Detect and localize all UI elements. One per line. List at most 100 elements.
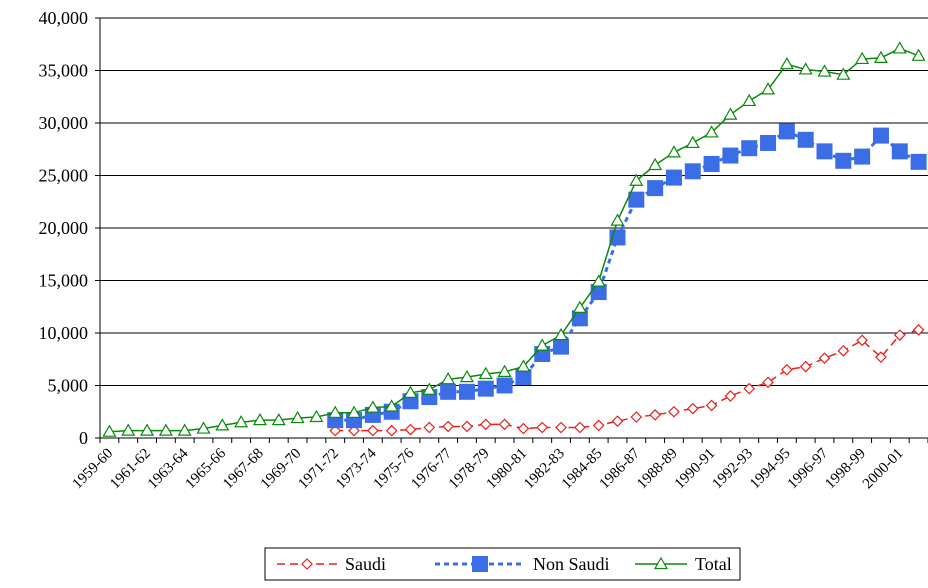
series-line-saudi <box>335 329 919 432</box>
x-tick-label: 1980-81 <box>484 446 531 493</box>
data-point-total <box>478 366 493 380</box>
x-tick-label: 1990-91 <box>672 446 719 493</box>
x-tick-label: 1996-97 <box>785 445 832 492</box>
data-point-non-saudi <box>684 163 701 180</box>
y-tick-label: 25,000 <box>39 166 89 186</box>
data-point-non-saudi <box>741 140 758 157</box>
data-point-saudi <box>912 324 925 336</box>
data-point-saudi <box>611 415 624 428</box>
x-tick-label: 2000-01 <box>860 446 907 493</box>
data-point-non-saudi <box>647 180 664 197</box>
data-point-saudi <box>705 399 718 412</box>
data-point-total <box>535 338 550 351</box>
data-point-saudi <box>743 382 756 395</box>
x-tick-label: 1965-66 <box>182 445 229 492</box>
data-point-total <box>215 418 230 431</box>
data-point-saudi <box>799 360 812 373</box>
data-point-total <box>177 423 192 436</box>
legend-marker-saudi <box>301 558 313 570</box>
data-point-total <box>252 412 267 426</box>
data-point-total <box>365 400 380 413</box>
y-tick-label: 15,000 <box>39 271 89 291</box>
data-point-saudi <box>893 329 906 341</box>
data-point-saudi <box>762 376 774 389</box>
y-tick-label: 0 <box>79 428 88 448</box>
legend-marker-total <box>653 556 669 570</box>
data-point-total <box>572 300 587 313</box>
data-point-saudi <box>630 411 643 423</box>
x-tick-label: 1967-68 <box>220 446 267 493</box>
data-point-total <box>459 369 474 383</box>
legend-label-total: Total <box>695 554 732 574</box>
x-tick-label: 1961-62 <box>107 446 154 493</box>
data-point-saudi <box>668 405 680 418</box>
y-tick-label: 10,000 <box>39 323 89 343</box>
series-total <box>102 41 926 437</box>
series-group <box>102 41 927 437</box>
data-point-non-saudi <box>854 148 871 165</box>
gridlines <box>100 17 928 386</box>
x-tick-label: 1963-64 <box>145 445 192 492</box>
data-point-saudi <box>461 420 473 433</box>
data-point-saudi <box>875 351 887 363</box>
y-axis: 0 5,000 10,000 15,000 20,000 25,000 30,000 35,0… <box>39 8 101 448</box>
data-point-non-saudi <box>891 143 908 160</box>
x-tick-label: 1994-95 <box>747 446 794 493</box>
x-tick-label: 1982-83 <box>521 446 568 493</box>
series-non-saudi <box>327 123 927 429</box>
y-tick-label: 35,000 <box>39 61 89 81</box>
data-point-total <box>798 62 813 75</box>
data-point-saudi <box>574 421 586 434</box>
data-point-saudi <box>856 334 868 347</box>
data-point-non-saudi <box>797 131 814 148</box>
x-tick-label: 1959-60 <box>70 446 117 493</box>
data-point-non-saudi <box>703 155 720 172</box>
data-point-non-saudi <box>553 338 570 355</box>
data-point-total <box>328 405 343 418</box>
data-point-saudi <box>517 422 530 435</box>
data-point-total <box>873 50 888 64</box>
data-point-total <box>610 213 625 226</box>
x-tick-label: 1975-76 <box>371 445 418 492</box>
data-point-non-saudi <box>872 127 889 144</box>
x-axis: 1959-601961-621963-641965-661967-681969-… <box>70 437 928 493</box>
series-saudi <box>329 324 925 437</box>
data-point-total <box>779 56 794 70</box>
legend-label-saudi: Saudi <box>345 554 386 574</box>
data-point-saudi <box>423 421 436 434</box>
y-tick-label: 20,000 <box>39 218 89 238</box>
data-point-total <box>666 145 681 158</box>
x-tick-label: 1971-72 <box>295 446 342 493</box>
legend: Saudi Non Saudi Total <box>264 547 741 581</box>
data-point-total <box>497 364 512 377</box>
data-point-saudi <box>592 419 605 432</box>
data-point-non-saudi <box>722 147 739 164</box>
x-tick-label: 1978-79 <box>446 446 493 493</box>
data-point-saudi <box>781 363 793 376</box>
data-point-non-saudi <box>477 380 494 397</box>
data-point-total <box>384 399 399 412</box>
data-point-saudi <box>724 390 737 402</box>
data-point-saudi <box>498 418 511 431</box>
data-point-total <box>309 409 324 423</box>
data-point-total <box>102 424 117 437</box>
data-point-saudi <box>536 421 549 434</box>
legend-marker-non-saudi <box>472 556 488 572</box>
x-tick-label: 1986-87 <box>596 445 643 492</box>
data-point-non-saudi <box>440 383 457 400</box>
y-tick-label: 40,000 <box>39 8 89 28</box>
data-point-total <box>403 385 418 398</box>
data-point-total <box>704 125 719 138</box>
data-point-non-saudi <box>458 383 475 400</box>
data-point-non-saudi <box>515 369 532 386</box>
data-point-total <box>911 48 926 61</box>
data-point-total <box>723 107 738 120</box>
data-point-saudi <box>649 409 661 421</box>
data-point-total <box>441 371 456 385</box>
x-tick-label: 1976-77 <box>408 445 455 492</box>
data-point-total <box>347 405 362 418</box>
data-point-total <box>121 423 136 436</box>
data-point-non-saudi <box>778 123 795 140</box>
x-tick-label: 1988-89 <box>634 446 681 493</box>
